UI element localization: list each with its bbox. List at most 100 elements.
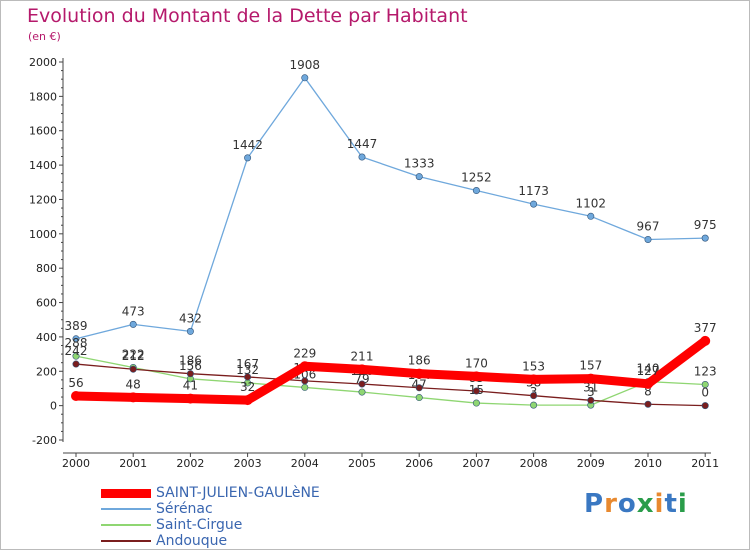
x-tick-label: 2007 (462, 457, 490, 470)
x-tick-label: 2008 (520, 457, 548, 470)
x-tick-label: 2001 (119, 457, 147, 470)
data-label: 211 (351, 349, 374, 363)
logo-letter: P (584, 489, 605, 519)
x-tick-label: 2005 (348, 457, 376, 470)
data-label: 79 (354, 372, 369, 386)
data-point (186, 370, 194, 378)
data-label: 140 (637, 362, 660, 376)
data-point (471, 371, 482, 382)
data-label: 157 (579, 359, 602, 373)
data-point (185, 393, 196, 404)
data-point (128, 392, 139, 403)
y-tick-label: 200 (36, 365, 57, 378)
data-label: 1102 (576, 196, 607, 210)
x-tick-label: 2006 (405, 457, 433, 470)
data-label: 127 (637, 364, 660, 378)
data-label: 156 (179, 359, 202, 373)
chart-title: Evolution du Montant de la Dette par Hab… (27, 5, 468, 27)
data-label: 389 (65, 319, 88, 333)
data-point (415, 173, 423, 181)
data-point (242, 395, 253, 406)
data-label: 1908 (290, 58, 321, 72)
logo-letter: i (654, 489, 665, 519)
data-point (644, 235, 652, 243)
data-point (587, 212, 595, 220)
x-tick-label: 2000 (62, 457, 90, 470)
data-point (530, 200, 538, 208)
y-tick-label: 800 (36, 262, 57, 275)
data-point (644, 400, 652, 408)
data-point (530, 401, 538, 409)
proxiti-logo: Proxiti (584, 489, 688, 519)
legend-label: Sérénac (156, 501, 213, 517)
data-label: 473 (122, 304, 145, 318)
data-point (358, 388, 366, 396)
data-label: 377 (694, 321, 717, 335)
data-point (244, 373, 252, 381)
data-label: 3 (530, 385, 538, 399)
y-tick-label: 400 (36, 331, 57, 344)
x-tick-label: 2010 (634, 457, 662, 470)
legend-swatch (101, 488, 151, 498)
data-point (299, 361, 310, 372)
logo-letter: r (604, 489, 618, 519)
data-point (301, 74, 309, 82)
data-point (244, 154, 252, 162)
y-tick-label: 1600 (29, 125, 57, 138)
series-line (75, 77, 706, 340)
legend-swatch (101, 524, 151, 526)
data-label: 288 (65, 336, 88, 350)
data-point (472, 387, 480, 395)
data-label: 3 (587, 385, 595, 399)
data-label: 432 (179, 311, 202, 325)
data-point (72, 352, 80, 360)
data-label: 242 (65, 344, 88, 358)
data-label: 56 (68, 376, 83, 390)
data-label: 1442 (232, 138, 263, 152)
data-point (414, 368, 425, 379)
data-label: 153 (522, 359, 545, 373)
data-label: 132 (236, 363, 259, 377)
y-tick-label: -200 (32, 434, 57, 447)
data-point (530, 392, 538, 400)
data-label: 229 (293, 346, 316, 360)
data-point (472, 187, 480, 195)
series-line (71, 336, 710, 405)
data-point (701, 402, 709, 410)
logo-letter: i (677, 489, 688, 519)
legend-label: Saint-Cirgue (156, 517, 243, 533)
data-point (701, 381, 709, 389)
x-tick-label: 2011 (691, 457, 719, 470)
y-tick-label: 0 (50, 400, 57, 413)
data-label: 48 (126, 377, 141, 391)
data-label: 1252 (461, 171, 492, 185)
data-label: 31 (583, 380, 598, 394)
x-tick-label: 2003 (234, 457, 262, 470)
data-label: 123 (694, 365, 717, 379)
data-label: 222 (122, 347, 145, 361)
data-point (129, 320, 137, 328)
x-tick-label: 2004 (291, 457, 319, 470)
data-point (587, 396, 595, 404)
data-point (472, 399, 480, 407)
logo-letter: x (636, 489, 655, 519)
legend-swatch (101, 540, 151, 542)
data-point (72, 360, 80, 368)
data-point (301, 377, 309, 385)
y-tick-label: 1200 (29, 193, 57, 206)
data-point (129, 365, 137, 373)
data-label: 8 (644, 384, 652, 398)
data-point (186, 327, 194, 335)
data-label: 975 (694, 218, 717, 232)
logo-letter: o (617, 489, 637, 519)
data-point (72, 335, 80, 343)
data-label: 32 (240, 380, 255, 394)
data-point (358, 380, 366, 388)
data-point (301, 383, 309, 391)
data-point (357, 364, 367, 375)
y-tick-label: 2000 (29, 56, 57, 69)
data-point (415, 384, 423, 392)
x-tick-label: 2009 (577, 457, 605, 470)
